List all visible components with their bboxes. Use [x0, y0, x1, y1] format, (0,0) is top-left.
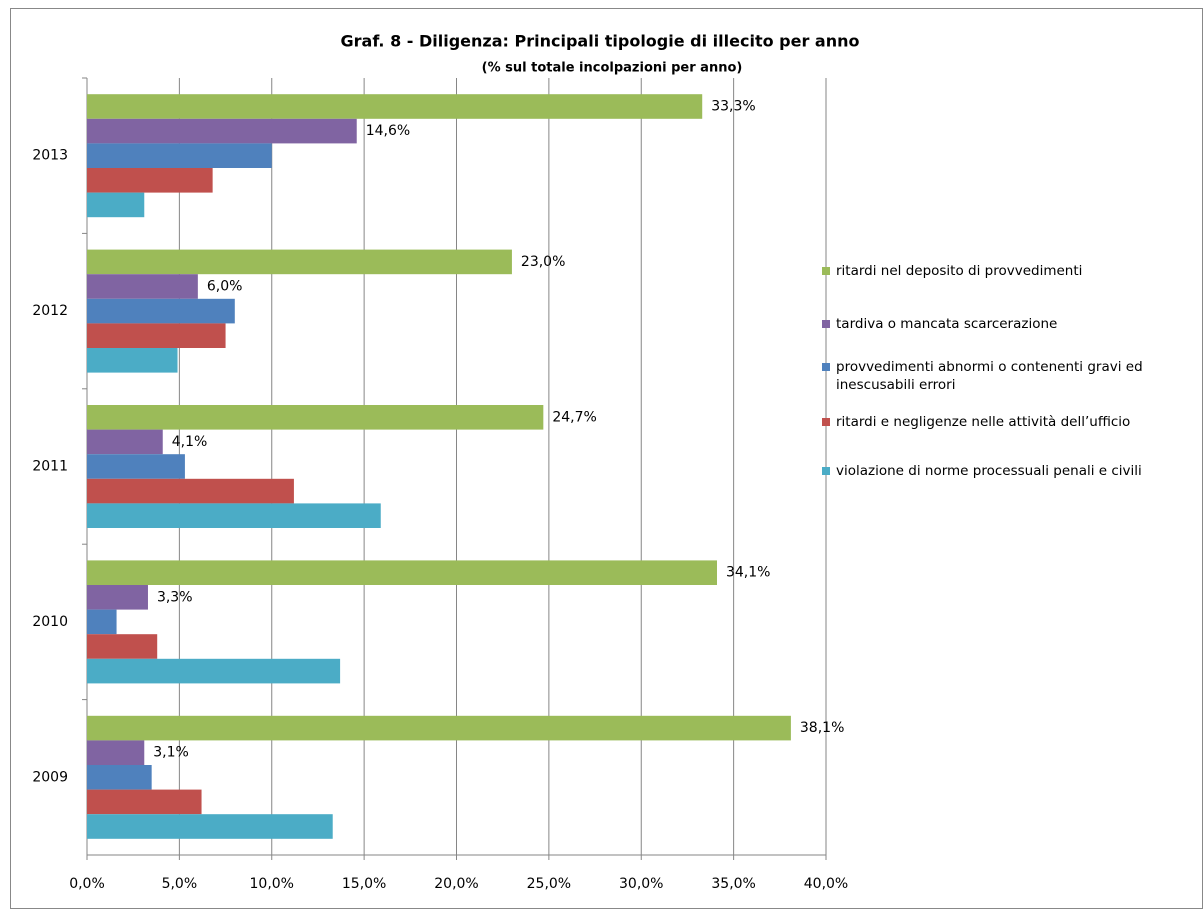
data-label: 14,6%: [366, 123, 410, 139]
bar: [87, 478, 294, 504]
bar: [87, 814, 333, 839]
bar: [87, 454, 185, 479]
legend-label: provvedimenti abnormi o contenenti gravi…: [836, 359, 1143, 393]
bar: [87, 560, 717, 585]
legend-label: ritardi e negligenze nelle attività dell…: [836, 414, 1131, 430]
bar: [87, 94, 703, 119]
legend-label: tardiva o mancata scarcerazione: [836, 316, 1058, 332]
data-label: 33,3%: [711, 99, 755, 115]
legend-item: ritardi e negligenze nelle attività dell…: [822, 413, 1197, 431]
bar: [87, 192, 145, 218]
bar: [87, 765, 152, 790]
y-tick-label: 2010: [32, 614, 68, 630]
data-label: 6,0%: [207, 279, 243, 295]
y-tick-label: 2012: [32, 303, 68, 319]
legend-label: violazione di norme processuali penali e…: [836, 463, 1142, 479]
x-tick-label: 5,0%: [162, 876, 198, 892]
bar: [87, 609, 117, 635]
legend-label: ritardi nel deposito di provvedimenti: [836, 263, 1083, 279]
data-label: 38,1%: [800, 720, 844, 736]
bar: [87, 585, 148, 610]
legend-swatch: [822, 363, 830, 371]
data-label: 3,3%: [157, 589, 193, 605]
data-label: 34,1%: [726, 565, 770, 581]
data-label: 24,7%: [552, 409, 596, 425]
bar: [87, 740, 145, 765]
legend-swatch: [822, 320, 830, 328]
bar: [87, 168, 213, 193]
x-tick-label: 20,0%: [434, 876, 478, 892]
legend-swatch: [822, 418, 830, 426]
legend-swatch: [822, 267, 830, 275]
bar: [87, 274, 198, 299]
x-tick-label: 10,0%: [250, 876, 294, 892]
x-tick-label: 35,0%: [711, 876, 755, 892]
legend-item: ritardi nel deposito di provvedimenti: [822, 262, 1197, 280]
bar: [87, 658, 341, 684]
bar: [87, 715, 791, 741]
y-tick-label: 2013: [32, 148, 68, 164]
bar: [87, 503, 381, 528]
x-tick-label: 25,0%: [527, 876, 571, 892]
bar: [87, 634, 158, 659]
bar: [87, 348, 178, 373]
bar: [87, 789, 202, 815]
y-tick-label: 2011: [32, 459, 68, 475]
x-tick-label: 15,0%: [342, 876, 386, 892]
bar: [87, 405, 544, 430]
data-label: 4,1%: [172, 434, 208, 450]
bar: [87, 249, 512, 275]
chart-subtitle: (% sul totale incolpazioni per anno): [482, 61, 743, 76]
data-label: 23,0%: [521, 254, 565, 270]
legend-item: violazione di norme processuali penali e…: [822, 462, 1197, 480]
bar: [87, 323, 226, 348]
bar: [87, 298, 235, 324]
y-tick-label: 2009: [32, 769, 68, 785]
bar: [87, 429, 163, 455]
legend-item: provvedimenti abnormi o contenenti gravi…: [822, 358, 1197, 394]
bar: [87, 118, 357, 144]
x-tick-label: 0,0%: [69, 876, 105, 892]
chart-title: Graf. 8 - Diligenza: Principali tipologi…: [341, 32, 860, 51]
data-label: 3,1%: [153, 745, 189, 761]
legend-item: tardiva o mancata scarcerazione: [822, 315, 1197, 333]
x-tick-label: 30,0%: [619, 876, 663, 892]
legend-swatch: [822, 467, 830, 475]
x-tick-label: 40,0%: [804, 876, 848, 892]
bar: [87, 143, 272, 168]
